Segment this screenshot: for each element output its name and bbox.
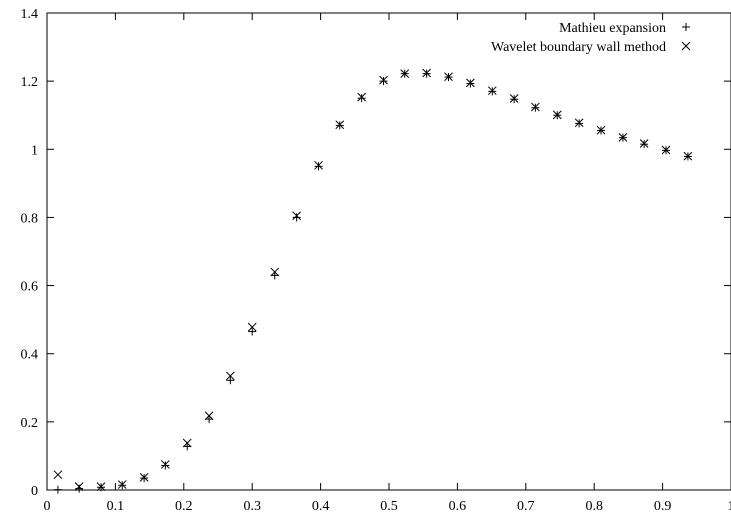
tick-labels: 0 0.1 0.2 0.3 0.4 0.5 0.6 0.7 0.8 0.9 1 0 0.2 0.4 0.6 0…: [21, 7, 731, 514]
data-point-cross: [160, 460, 170, 469]
data-point-cross: [225, 371, 235, 381]
data-point-cross: [466, 78, 475, 88]
x-tick-label: 0.7: [517, 499, 535, 514]
data-point-plus: [205, 415, 214, 424]
x-tick-label: 0.3: [243, 499, 261, 514]
data-point-cross: [618, 133, 628, 142]
legend-label-wavelet-boundary-wall-method: Wavelet boundary wall method: [491, 40, 666, 55]
data-point-cross: [661, 145, 671, 155]
plot-frame: [46, 12, 731, 491]
data-point-cross: [53, 470, 63, 480]
y-tick-label: 1: [31, 143, 38, 158]
data-point-plus: [226, 376, 235, 385]
data-point-cross: [74, 482, 84, 491]
y-tick-label: 0.8: [21, 211, 39, 226]
data-point-cross: [400, 69, 410, 79]
legend-label-mathieu-expansion: Mathieu expansion: [559, 21, 666, 36]
x-tick-label: 0.5: [380, 499, 398, 514]
data-point-plus: [248, 327, 257, 336]
x-tick-label: 0: [44, 499, 51, 514]
y-tick-label: 0.4: [21, 348, 39, 363]
x-tick-label: 0.6: [449, 499, 467, 514]
data-point-cross: [335, 120, 345, 130]
y-tick-label: 1.2: [21, 75, 39, 90]
legend-marker-plus: [682, 23, 690, 31]
data-point-cross: [139, 473, 149, 482]
data-point-cross: [639, 139, 649, 148]
data-points: [53, 68, 693, 494]
y-tick-label: 0.2: [21, 416, 39, 431]
x-tick-label: 0.8: [585, 499, 603, 514]
data-point-plus: [357, 94, 366, 103]
data-point-plus: [292, 213, 301, 222]
legend-marker-cross: [681, 41, 691, 51]
x-tick-label: 0.1: [107, 499, 125, 514]
data-point-cross: [247, 322, 257, 332]
data-point-cross: [314, 160, 323, 170]
data-point-cross: [379, 75, 388, 85]
data-point-cross: [487, 86, 497, 96]
data-point-cross: [509, 94, 519, 103]
data-point-cross: [292, 211, 302, 221]
data-point-cross: [270, 267, 280, 277]
data-point-cross: [444, 72, 453, 82]
data-point-plus: [270, 271, 279, 280]
y-tick-label: 1.4: [21, 7, 39, 22]
data-point-cross: [531, 102, 540, 112]
data-point-cross: [96, 482, 106, 491]
data-point-plus: [161, 461, 170, 470]
data-point-plus: [53, 485, 62, 494]
y-tick-label: 0.6: [21, 280, 39, 295]
data-point-plus: [314, 162, 323, 171]
x-tick-label: 1: [728, 499, 731, 514]
data-point-cross: [596, 125, 606, 135]
legend-point-plus: [682, 23, 690, 31]
data-point-cross: [683, 151, 693, 161]
data-point-plus: [75, 484, 84, 493]
data-point-cross: [574, 118, 584, 128]
data-point-plus: [379, 77, 388, 86]
data-point-plus: [183, 442, 192, 451]
x-tick-label: 0.9: [654, 499, 672, 514]
x-tick-label: 0.2: [175, 499, 193, 514]
x-tick-label: 0.4: [312, 499, 330, 514]
data-point-cross: [357, 92, 366, 102]
data-point-cross: [552, 110, 562, 120]
data-point-cross: [117, 480, 127, 489]
legend: Mathieu expansion Wavelet boundary wall …: [491, 21, 691, 55]
data-point-cross: [182, 438, 192, 448]
data-point-cross: [204, 411, 214, 421]
data-point-cross: [422, 68, 431, 78]
axis-ticks: [46, 12, 731, 491]
y-tick-label: 0: [31, 484, 38, 499]
legend-point-cross: [681, 41, 691, 51]
